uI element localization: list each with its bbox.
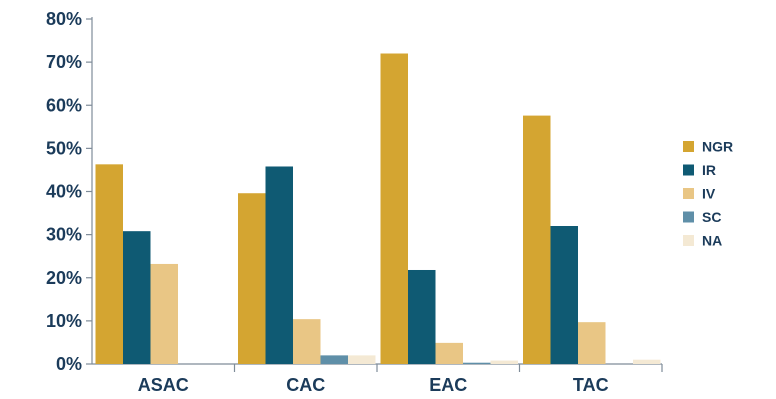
legend-swatch-ir	[683, 164, 694, 176]
bar-na-cac	[348, 355, 376, 364]
bar-iv-asac	[150, 263, 178, 364]
bar-ngr-eac	[380, 53, 408, 364]
legend-label-ngr: NGR	[702, 139, 733, 155]
y-tick-label: 40%	[46, 182, 82, 202]
bar-iv-eac	[435, 342, 463, 364]
y-tick-label: 80%	[46, 9, 82, 29]
x-category-label: EAC	[429, 375, 467, 395]
legend-label-na: NA	[702, 233, 722, 249]
legend-label-iv: IV	[702, 186, 716, 202]
bar-ir-tac	[550, 226, 578, 364]
bar-na-tac	[633, 359, 661, 364]
y-tick-label: 20%	[46, 268, 82, 288]
legend-label-sc: SC	[702, 209, 721, 225]
bar-sc-eac	[463, 362, 491, 364]
y-tick-label: 30%	[46, 225, 82, 245]
legend-swatch-na	[683, 235, 694, 246]
bar-ngr-tac	[523, 115, 551, 364]
legend-swatch-iv	[683, 188, 694, 199]
legend-label-ir: IR	[702, 162, 716, 178]
bar-ir-asac	[123, 231, 151, 364]
bar-ir-eac	[408, 269, 436, 364]
bar-sc-cac	[320, 355, 348, 364]
y-tick-label: 10%	[46, 311, 82, 331]
bar-iv-tac	[578, 322, 606, 364]
bar-ir-cac	[265, 166, 293, 364]
legend-swatch-sc	[683, 211, 694, 223]
bar-na-eac	[490, 360, 518, 364]
y-tick-label: 60%	[46, 95, 82, 115]
x-category-label: ASAC	[138, 375, 189, 395]
y-tick-label: 0%	[56, 354, 82, 374]
x-category-label: CAC	[286, 375, 325, 395]
legend-swatch-ngr	[683, 141, 694, 152]
bar-iv-cac	[293, 319, 321, 364]
bar-ngr-cac	[238, 193, 266, 364]
y-tick-label: 70%	[46, 52, 82, 72]
y-tick-label: 50%	[46, 138, 82, 158]
bar-ngr-asac	[95, 164, 123, 364]
x-category-label: TAC	[573, 375, 609, 395]
